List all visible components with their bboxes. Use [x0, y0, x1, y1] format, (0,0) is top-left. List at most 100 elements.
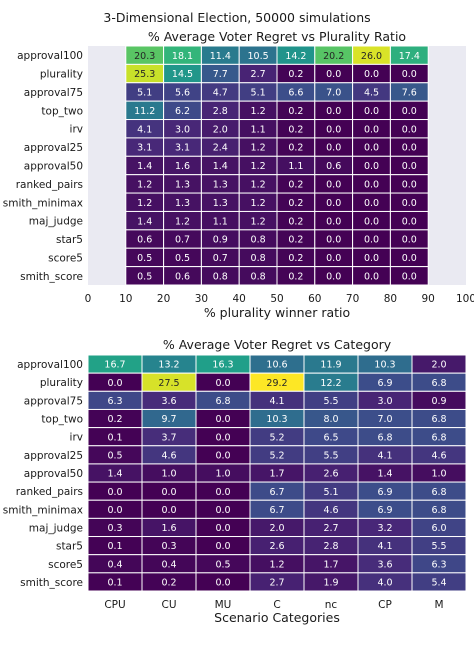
heatmap-cell-value: 0.0	[402, 106, 417, 117]
heatmap-cell-value: 3.0	[377, 396, 392, 407]
heatmap-cell-value: 0.2	[288, 106, 303, 117]
heatmap-cell-value: 0.0	[326, 216, 341, 227]
heatmap-cell-value: 7.0	[326, 88, 341, 99]
heatmap-cell-value: 1.0	[431, 469, 446, 480]
heatmap-cell-value: 4.6	[431, 450, 446, 461]
heatmap-cell-value: 0.6	[326, 161, 341, 172]
row-label: maj_judge	[29, 522, 83, 534]
heatmap-cell-value: 0.4	[107, 559, 122, 570]
heatmap-cell-value: 5.6	[175, 88, 190, 99]
heatmap-cell-value: 0.0	[326, 106, 341, 117]
heatmap-cell-value: 0.0	[364, 253, 379, 264]
heatmap-cell-value: 1.3	[213, 198, 228, 209]
heatmap-cell-value: 1.2	[251, 143, 266, 154]
x-tick-label: 90	[422, 293, 435, 305]
heatmap-cell-value: 27.5	[158, 378, 179, 389]
row-label: irv	[70, 124, 83, 136]
heatmap-cell-value: 6.9	[377, 487, 392, 498]
heatmap-cell-value: 16.7	[104, 360, 125, 371]
heatmap-cell-value: 1.4	[137, 161, 152, 172]
heatmap-cell-value: 0.2	[288, 124, 303, 135]
heatmap-cell-value: 1.4	[377, 469, 392, 480]
heatmap-cell-value: 2.0	[213, 124, 228, 135]
heatmap-cell-value: 0.3	[161, 541, 176, 552]
heatmap-cell-value: 0.2	[288, 253, 303, 264]
heatmap-cell-value: 6.9	[377, 378, 392, 389]
x-tick-label: C	[273, 599, 280, 611]
heatmap-cell-value: 2.8	[213, 106, 228, 117]
heatmap-cell-value: 0.2	[288, 216, 303, 227]
x-tick-label: CP	[378, 599, 392, 611]
heatmap-cell-value: 0.0	[326, 235, 341, 246]
heatmap-cell-value: 0.0	[107, 378, 122, 389]
heatmap-cell-value: 0.6	[137, 235, 152, 246]
heatmap-cell-value: 3.0	[175, 124, 190, 135]
heatmap-cell-value: 0.9	[431, 396, 446, 407]
row-label: plurality	[40, 377, 83, 389]
x-tick-label: CU	[161, 599, 176, 611]
heatmap-cell-value: 2.4	[213, 143, 228, 154]
heatmap-cell-value: 0.0	[402, 198, 417, 209]
row-label: approval75	[24, 395, 83, 407]
heatmap-cell-value: 1.4	[137, 216, 152, 227]
x-tick-label: M	[434, 599, 443, 611]
heatmap-cell-value: 0.0	[326, 198, 341, 209]
heatmap-cell-value: 1.2	[251, 161, 266, 172]
heatmap-cell-value: 1.2	[175, 216, 190, 227]
x-tick-label: 80	[384, 293, 397, 305]
heatmap-cell-value: 2.6	[269, 541, 284, 552]
heatmap-cell-value: 0.2	[288, 143, 303, 154]
heatmap-cell-value: 6.7	[269, 505, 284, 516]
row-label: smith_minimax	[3, 197, 83, 209]
heatmap-cell-value: 0.0	[364, 271, 379, 282]
heatmap-cell-value: 2.7	[269, 578, 284, 589]
x-tick-label: CPU	[104, 599, 125, 611]
x-tick-label: 10	[119, 293, 132, 305]
row-label: approval100	[17, 50, 83, 62]
heatmap-cell	[389, 266, 429, 286]
row-label: smith_score	[20, 577, 83, 589]
heatmap-cell-value: 0.0	[215, 541, 230, 552]
heatmap-cell-value: 3.7	[161, 432, 176, 443]
row-label: approval100	[17, 359, 83, 371]
chart1-xlabel: % plurality winner ratio	[204, 305, 350, 320]
x-tick-label: nc	[325, 599, 338, 611]
heatmap-cell-value: 0.5	[137, 253, 152, 264]
heatmap-cell-value: 0.2	[161, 578, 176, 589]
heatmap-cell-value: 14.2	[285, 51, 306, 62]
heatmap-cell-value: 11.9	[320, 360, 341, 371]
heatmap-cell-value: 0.0	[326, 124, 341, 135]
x-tick-label: 40	[233, 293, 246, 305]
heatmap-cell-value: 6.5	[323, 432, 338, 443]
heatmap-cell-value: 1.7	[269, 469, 284, 480]
heatmap-cell-value: 5.1	[323, 487, 338, 498]
heatmap-cell-value: 1.2	[137, 179, 152, 190]
heatmap-cell-value: 6.8	[431, 432, 446, 443]
heatmap-cell-value: 0.2	[288, 69, 303, 80]
heatmap-cell-value: 0.0	[215, 432, 230, 443]
heatmap-cell-value: 0.0	[364, 179, 379, 190]
heatmap-cell-value: 10.3	[374, 360, 395, 371]
heatmap-cell-value: 10.3	[266, 414, 287, 425]
heatmap-cell-value: 6.8	[377, 432, 392, 443]
heatmap-cell-value: 0.0	[402, 161, 417, 172]
row-label: maj_judge	[29, 216, 83, 228]
heatmap-cell-value: 29.2	[266, 378, 287, 389]
heatmap-cell-value: 0.5	[107, 450, 122, 461]
heatmap-cell-value: 0.0	[364, 106, 379, 117]
heatmap-cell-value: 4.6	[161, 450, 176, 461]
heatmap-cell-value: 1.3	[175, 198, 190, 209]
heatmap-cell-value: 11.4	[210, 51, 231, 62]
heatmap-cell-value: 1.2	[251, 198, 266, 209]
heatmap-cell-value: 13.2	[158, 360, 179, 371]
heatmap-cell-value: 0.0	[215, 378, 230, 389]
row-label: top_two	[41, 414, 83, 426]
heatmap-cell-value: 0.2	[288, 235, 303, 246]
heatmap-cell-value: 3.1	[175, 143, 190, 154]
heatmap-cell-value: 1.0	[215, 469, 230, 480]
heatmap-cell-value: 4.1	[269, 396, 284, 407]
heatmap-cell-value: 12.2	[320, 378, 341, 389]
heatmap-cell-value: 0.3	[107, 523, 122, 534]
heatmap-cell-value: 5.5	[323, 396, 338, 407]
